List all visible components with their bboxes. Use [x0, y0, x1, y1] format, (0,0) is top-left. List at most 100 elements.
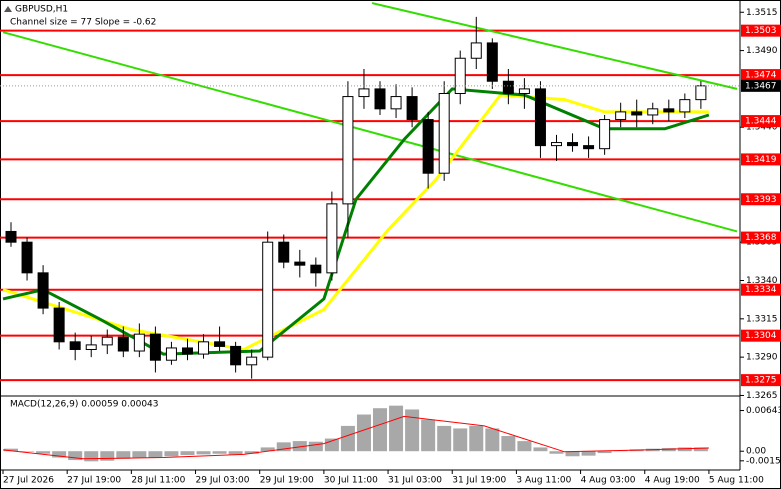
- candle-body: [101, 336, 113, 346]
- macd-bar: [180, 451, 195, 456]
- x-tick-label: 29 Jul 03:00: [196, 476, 250, 486]
- x-tick-label: 27 Jul 19:00: [67, 476, 121, 486]
- level-tag: [741, 374, 781, 387]
- macd-bar: [517, 441, 532, 452]
- y-tick-label: 1.3340: [746, 276, 778, 286]
- candle-body: [406, 96, 418, 121]
- macd-bar: [405, 409, 420, 452]
- y-tick-label: 1.3290: [746, 353, 778, 363]
- level-tag: [741, 24, 781, 37]
- title-icon: [4, 6, 12, 12]
- candle-body: [230, 345, 242, 366]
- candle-body: [647, 108, 659, 116]
- candle-body: [117, 336, 129, 352]
- macd-bar: [36, 451, 51, 454]
- x-tick-label: 3 Aug 11:00: [516, 476, 571, 486]
- macd-bar: [292, 441, 307, 452]
- x-tick-label: 31 Jul 03:00: [388, 476, 442, 486]
- y-tick-label: 1.3515: [746, 8, 778, 18]
- macd-bar: [52, 451, 67, 458]
- macd-signal: [2, 415, 709, 460]
- macd-bar: [565, 451, 580, 457]
- candle-body: [454, 57, 466, 95]
- x-tick-label: 30 Jul 11:00: [324, 476, 378, 486]
- macd-bar: [677, 447, 692, 452]
- macd-bar: [693, 447, 708, 452]
- macd-bar: [581, 451, 596, 456]
- candle-body: [534, 88, 546, 147]
- macd-bar: [533, 447, 548, 452]
- macd-bar: [228, 451, 243, 455]
- candle-body: [85, 344, 97, 350]
- x-tick-label: 4 Aug 03:00: [581, 476, 636, 486]
- macd-bar: [116, 451, 131, 459]
- level-label: 1.3334: [745, 285, 777, 295]
- macd-bar: [132, 451, 147, 458]
- level-label: 1.3393: [745, 195, 777, 205]
- candle-body: [342, 96, 354, 205]
- macd-bar: [549, 451, 564, 454]
- macd-bar: [260, 447, 275, 452]
- candle-body: [502, 80, 514, 95]
- candle-body: [69, 341, 81, 350]
- macd-bar: [308, 441, 323, 452]
- x-tick-label: 28 Jul 11:00: [131, 476, 185, 486]
- x-tick-label: 4 Aug 19:00: [645, 476, 700, 486]
- level-tag: [741, 153, 781, 166]
- macd-bar: [340, 425, 355, 452]
- macd-bar: [164, 451, 179, 457]
- level-label: 1.3275: [745, 376, 777, 386]
- macd-bar: [469, 425, 484, 452]
- level-label: 1.3368: [745, 233, 777, 243]
- macd-bar: [100, 451, 115, 461]
- macd-bar: [276, 442, 291, 452]
- candle-body: [390, 96, 402, 110]
- macd-bar: [389, 405, 404, 452]
- macd-bar: [148, 451, 163, 458]
- level-tag: [741, 115, 781, 128]
- channel-line: [2, 31, 738, 233]
- macd-bar: [373, 408, 388, 452]
- candle-body: [486, 42, 498, 82]
- candle-body: [21, 241, 33, 274]
- candle-body: [518, 88, 530, 95]
- macd-bar: [597, 451, 612, 454]
- x-tick-label: 5 Aug 11:00: [709, 476, 764, 486]
- macd-bar: [4, 448, 19, 452]
- macd-bar: [501, 436, 516, 452]
- last-price-label: 1.3467: [745, 81, 777, 91]
- y-tick-label: 1.3490: [746, 46, 778, 56]
- candle-body: [422, 119, 434, 174]
- macd-bar: [196, 451, 211, 455]
- macd-bar: [356, 414, 371, 452]
- candle-body: [358, 88, 370, 98]
- candle-body: [149, 333, 161, 361]
- candle-body: [615, 111, 627, 121]
- candle-body: [470, 42, 482, 59]
- level-tag: [741, 329, 781, 342]
- candle-body: [567, 142, 579, 147]
- macd-bar: [212, 451, 227, 454]
- candle-body: [663, 108, 675, 113]
- candle-body: [374, 88, 386, 110]
- macd-bar: [84, 451, 99, 462]
- macd-bar: [453, 428, 468, 452]
- level-label: 1.3474: [745, 71, 777, 81]
- macd-tick-label: 0.00: [746, 447, 766, 457]
- candle-body: [262, 241, 274, 358]
- candle-body: [550, 142, 562, 147]
- candle-body: [278, 241, 290, 263]
- candle-body: [599, 119, 611, 150]
- macd-bar: [20, 451, 35, 452]
- macd-tick-label: 0.00643: [746, 406, 781, 416]
- x-tick-label: 29 Jul 19:00: [260, 476, 314, 486]
- last-price-tag: [741, 79, 781, 92]
- channel-line: [371, 2, 738, 90]
- candle-body: [198, 341, 210, 355]
- y-tick-label: 1.3265: [746, 391, 778, 401]
- level-label: 1.3419: [745, 155, 777, 165]
- candle-body: [438, 93, 450, 174]
- level-label: 1.3444: [745, 117, 777, 127]
- level-tag: [741, 193, 781, 206]
